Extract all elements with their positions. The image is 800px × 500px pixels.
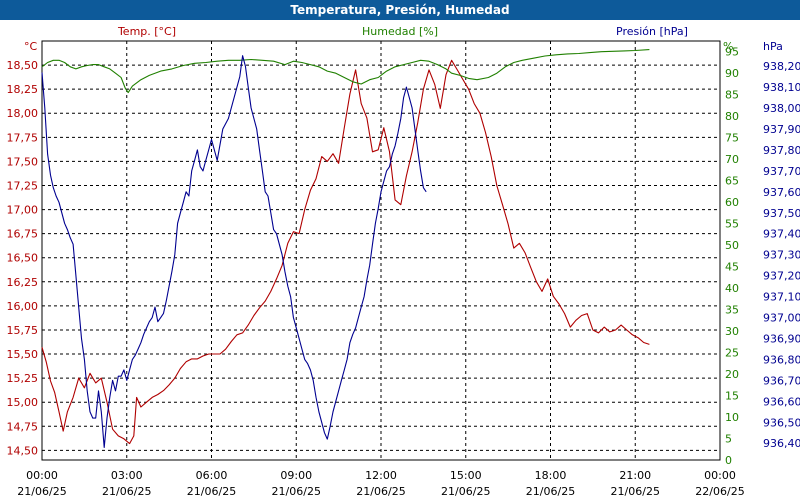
humidity-tick-label: 65 bbox=[725, 175, 739, 188]
temp-tick-label: 15,00 bbox=[7, 396, 39, 409]
pressure-tick-label: 937,10 bbox=[763, 291, 800, 304]
pressure-tick-label: 937,30 bbox=[763, 249, 800, 262]
plot-frame bbox=[41, 40, 721, 461]
x-tick-date-label: 22/06/25 bbox=[695, 485, 744, 498]
x-tick-time-label: 03:00 bbox=[111, 469, 143, 482]
humidity-tick-label: 20 bbox=[725, 368, 739, 381]
temp-tick-label: 18,25 bbox=[7, 83, 39, 96]
temp-tick-label: 14,50 bbox=[7, 444, 39, 457]
humidity-tick-label: 50 bbox=[725, 239, 739, 252]
temp-axis-label: Temp. [°C] bbox=[117, 25, 176, 38]
series-line-pres bbox=[41, 55, 427, 448]
humidity-tick-label: 0 bbox=[725, 454, 732, 467]
pressure-tick-label: 936,50 bbox=[763, 416, 800, 429]
x-tick-date-label: 21/06/25 bbox=[272, 485, 321, 498]
chart-title: Temperatura, Presión, Humedad bbox=[290, 3, 510, 17]
pressure-tick-label: 937,80 bbox=[763, 144, 800, 157]
pressure-tick-label: 937,20 bbox=[763, 270, 800, 283]
humidity-unit-label: % bbox=[723, 40, 733, 53]
temp-tick-label: 18,50 bbox=[7, 59, 39, 72]
humidity-tick-label: 5 bbox=[725, 433, 732, 446]
x-tick-date-label: 21/06/25 bbox=[187, 485, 236, 498]
temp-tick-label: 17,00 bbox=[7, 204, 39, 217]
humidity-tick-label: 95 bbox=[725, 46, 739, 59]
temp-tick-label: 17,75 bbox=[7, 131, 39, 144]
humidity-tick-label: 75 bbox=[725, 132, 739, 145]
grid-lines bbox=[41, 41, 721, 460]
tick-labels: 14,50 14,75 15,00 15,25 15,50 15,75 16,00 16,25… bbox=[7, 46, 800, 498]
pressure-tick-label: 936,40 bbox=[763, 437, 800, 450]
humidity-tick-label: 35 bbox=[725, 304, 739, 317]
temp-tick-label: 17,25 bbox=[7, 179, 39, 192]
x-tick-date-label: 21/06/25 bbox=[526, 485, 575, 498]
x-tick-date-label: 21/06/25 bbox=[441, 485, 490, 498]
pressure-axis-label: Presión [hPa] bbox=[616, 25, 688, 38]
pressure-tick-label: 937,00 bbox=[763, 312, 800, 325]
pressure-tick-label: 937,70 bbox=[763, 165, 800, 178]
x-tick-date-label: 21/06/25 bbox=[356, 485, 405, 498]
x-tick-time-label: 00:00 bbox=[704, 469, 736, 482]
pressure-tick-label: 936,90 bbox=[763, 332, 800, 345]
temp-tick-label: 15,50 bbox=[7, 348, 39, 361]
data-series bbox=[41, 49, 650, 448]
pressure-tick-label: 938,20 bbox=[763, 60, 800, 73]
temp-tick-label: 18,00 bbox=[7, 107, 39, 120]
pressure-unit-label: hPa bbox=[763, 40, 783, 53]
temp-tick-label: 16,25 bbox=[7, 276, 39, 289]
axes: Temp. [°C] Humedad [%] Presión [hPa] °C … bbox=[24, 25, 783, 53]
humidity-tick-label: 90 bbox=[725, 67, 739, 80]
temp-tick-label: 15,25 bbox=[7, 372, 39, 385]
humidity-tick-label: 45 bbox=[725, 261, 739, 274]
pressure-tick-label: 938,10 bbox=[763, 81, 800, 94]
temp-tick-label: 16,50 bbox=[7, 252, 39, 265]
series-line-temp bbox=[41, 59, 650, 445]
humidity-tick-label: 60 bbox=[725, 196, 739, 209]
pressure-tick-label: 938,00 bbox=[763, 102, 800, 115]
humidity-tick-label: 30 bbox=[725, 325, 739, 338]
pressure-tick-label: 936,70 bbox=[763, 374, 800, 387]
pressure-tick-label: 937,40 bbox=[763, 228, 800, 241]
x-tick-time-label: 00:00 bbox=[26, 469, 58, 482]
x-tick-date-label: 21/06/25 bbox=[102, 485, 151, 498]
pressure-tick-label: 936,80 bbox=[763, 353, 800, 366]
x-tick-date-label: 21/06/25 bbox=[17, 485, 66, 498]
humidity-tick-label: 40 bbox=[725, 282, 739, 295]
humidity-tick-label: 10 bbox=[725, 411, 739, 424]
chart-title-bar: Temperatura, Presión, Humedad bbox=[0, 0, 800, 20]
humidity-tick-label: 55 bbox=[725, 218, 739, 231]
pressure-tick-label: 936,60 bbox=[763, 395, 800, 408]
pressure-tick-label: 937,60 bbox=[763, 186, 800, 199]
temp-tick-label: 16,75 bbox=[7, 228, 39, 241]
humidity-axis-label: Humedad [%] bbox=[362, 25, 438, 38]
temp-tick-label: 16,00 bbox=[7, 300, 39, 313]
temp-tick-label: 15,75 bbox=[7, 324, 39, 337]
x-tick-time-label: 15:00 bbox=[450, 469, 482, 482]
x-tick-time-label: 21:00 bbox=[619, 469, 651, 482]
humidity-tick-label: 25 bbox=[725, 347, 739, 360]
temp-unit-label: °C bbox=[24, 40, 38, 53]
x-tick-time-label: 12:00 bbox=[365, 469, 397, 482]
x-tick-time-label: 18:00 bbox=[535, 469, 567, 482]
temp-tick-label: 14,75 bbox=[7, 420, 39, 433]
pressure-tick-label: 937,90 bbox=[763, 123, 800, 136]
temp-tick-label: 17,50 bbox=[7, 155, 39, 168]
humidity-tick-label: 15 bbox=[725, 390, 739, 403]
pressure-tick-label: 937,50 bbox=[763, 207, 800, 220]
humidity-tick-label: 70 bbox=[725, 153, 739, 166]
humidity-tick-label: 85 bbox=[725, 89, 739, 102]
x-tick-time-label: 09:00 bbox=[280, 469, 312, 482]
x-tick-date-label: 21/06/25 bbox=[611, 485, 660, 498]
humidity-tick-label: 80 bbox=[725, 110, 739, 123]
x-tick-time-label: 06:00 bbox=[196, 469, 228, 482]
series-line-hum bbox=[41, 49, 650, 94]
